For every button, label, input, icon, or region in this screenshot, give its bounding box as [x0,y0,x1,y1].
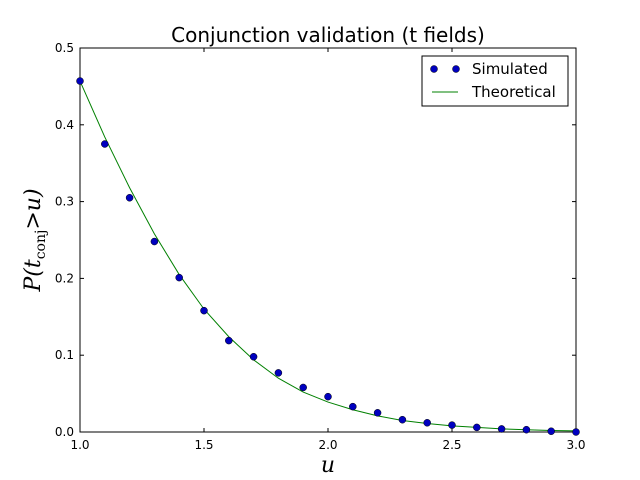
x-tick-label: 2.0 [318,438,337,452]
series-line-theoretical [79,80,577,432]
axis-tick-labels: 1.0 1.5 2.0 2.5 3.0 0.0 0.1 0.2 0.3 0.4 0.5 [55,41,586,452]
y-tick-label: 0.1 [55,348,74,362]
series-lines [79,80,577,432]
data-point-simulated [398,415,407,424]
y-label-var: t [21,259,46,268]
data-point-simulated [448,421,456,429]
data-point-simulated [522,425,531,434]
x-tick-label: 1.0 [70,438,89,452]
y-label-prefix: P( [21,268,46,293]
data-point-simulated [76,77,84,85]
data-point-simulated [249,352,258,361]
y-tick-label: 0.0 [55,425,74,439]
data-point-simulated [324,392,332,401]
data-point-simulated [572,428,580,436]
y-label-rest: >u) [21,188,46,229]
data-point-simulated [225,336,233,345]
series-markers [76,77,580,436]
y-label-sub: conj [33,230,49,260]
y-tick-label: 0.5 [55,41,74,55]
x-tick-label: 3.0 [566,438,585,452]
svg-text:P(tconj>u): P(tconj>u) [21,188,49,292]
legend-marker-simulated-1 [430,65,438,73]
chart-title: Conjunction validation (t fields) [171,23,485,47]
x-axis-label: u [321,453,335,478]
legend-marker-simulated-2 [452,65,460,73]
x-tick-label: 2.5 [442,438,461,452]
data-point-simulated [547,427,555,435]
data-point-simulated [423,419,431,427]
y-tick-label: 0.3 [55,195,74,209]
data-point-simulated [349,402,357,411]
data-point-simulated [101,140,109,148]
data-point-simulated [175,273,183,282]
data-point-simulated [200,306,208,315]
x-tick-label: 1.5 [194,438,213,452]
y-tick-label: 0.2 [55,271,74,285]
data-point-simulated [125,194,134,202]
data-point-simulated [299,383,307,392]
data-point-simulated [150,237,159,246]
data-point-simulated [373,409,382,417]
data-point-simulated [274,369,283,377]
data-point-simulated [497,425,506,433]
data-point-simulated [473,423,481,432]
y-axis-label: P(tconj>u) [21,188,49,292]
legend-label-theoretical: Theoretical [471,83,556,101]
legend: Simulated Theoretical [421,55,569,107]
y-tick-label: 0.4 [55,118,74,132]
legend-label-simulated: Simulated [472,60,548,78]
legend-box [421,55,569,107]
